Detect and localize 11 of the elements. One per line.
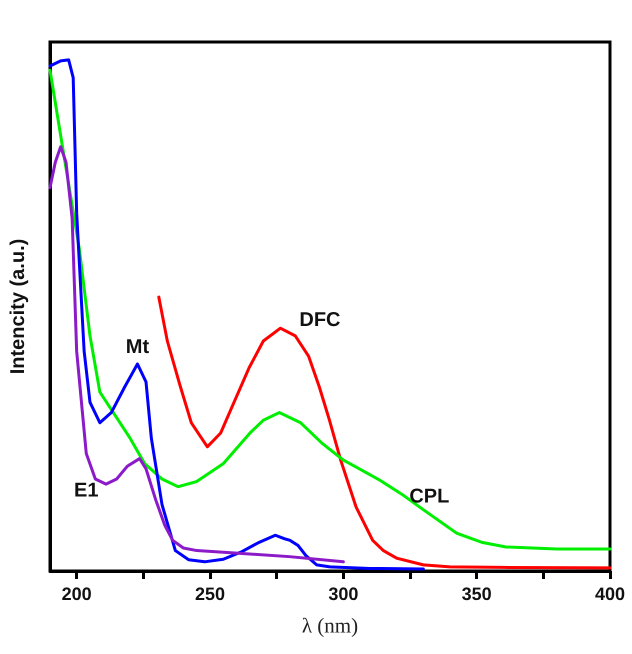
series-label: DFC — [299, 309, 341, 332]
x-tick-label: 400 — [594, 584, 626, 604]
x-axis-title: λ (nm) — [302, 614, 358, 638]
series-label: Mt — [126, 336, 150, 358]
x-tick-label: 250 — [194, 584, 226, 604]
x-tick-label: 300 — [328, 584, 358, 604]
x-tick-label: 350 — [462, 584, 492, 604]
y-axis-title: Intencity (a.u.) — [7, 238, 29, 374]
series-label: E1 — [74, 479, 98, 502]
series-label: CPL — [409, 486, 450, 508]
x-tick-label: 200 — [62, 584, 92, 604]
